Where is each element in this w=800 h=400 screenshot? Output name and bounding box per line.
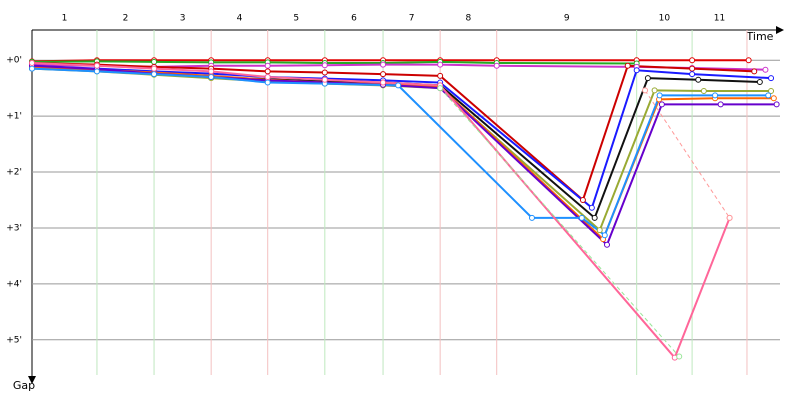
- point: [700, 87, 707, 94]
- point: [321, 62, 328, 69]
- y-tick-label: +0': [6, 56, 22, 66]
- point: [208, 73, 215, 80]
- point: [676, 353, 683, 360]
- point: [264, 79, 271, 86]
- point: [321, 69, 328, 76]
- point: [93, 62, 100, 69]
- point: [596, 227, 603, 234]
- lap-label: 10: [659, 14, 671, 24]
- series-line: [31, 61, 731, 360]
- lap-label: 8: [466, 14, 472, 24]
- point: [528, 214, 535, 221]
- lap-label: 4: [237, 14, 243, 24]
- point: [151, 65, 158, 72]
- point: [437, 72, 444, 79]
- y-axis-title: Gap: [13, 379, 35, 392]
- point: [151, 71, 158, 78]
- point: [712, 92, 719, 99]
- point: [437, 85, 444, 92]
- point: [644, 75, 651, 82]
- y-tick-label: +3': [6, 223, 22, 233]
- x-axis-title: Time: [746, 30, 774, 43]
- series-line: [31, 65, 760, 220]
- point: [689, 71, 696, 78]
- series-line: [644, 90, 731, 219]
- point: [695, 76, 702, 83]
- series-line: [31, 64, 772, 210]
- point: [773, 101, 780, 108]
- series-line: [31, 66, 774, 241]
- x-axis-arrow: [776, 26, 784, 34]
- point: [770, 95, 777, 102]
- lap-label: 11: [714, 14, 725, 24]
- point: [768, 87, 775, 94]
- point: [380, 79, 387, 86]
- lap-label: 2: [123, 14, 129, 24]
- point: [726, 214, 733, 221]
- y-tick-label: +5': [6, 335, 22, 345]
- point: [29, 65, 35, 72]
- point: [321, 76, 328, 83]
- lap-label: 3: [180, 14, 186, 24]
- point: [264, 68, 271, 75]
- lap-label: 5: [293, 14, 299, 24]
- lap-label: 9: [564, 14, 570, 24]
- point: [603, 241, 610, 248]
- y-tick-label: +4': [6, 279, 22, 289]
- point: [264, 73, 271, 80]
- point: [762, 66, 769, 73]
- point: [633, 67, 640, 74]
- point: [493, 62, 500, 69]
- series-line: [31, 60, 637, 65]
- point: [264, 62, 271, 69]
- lap-label: 7: [409, 14, 415, 24]
- point: [689, 65, 696, 72]
- point: [588, 204, 595, 211]
- y-tick-label: +2': [6, 168, 22, 178]
- point: [93, 68, 100, 75]
- point: [658, 101, 665, 108]
- point: [624, 62, 631, 69]
- point: [765, 92, 772, 99]
- point: [689, 57, 696, 64]
- point: [578, 214, 585, 221]
- point: [656, 92, 663, 99]
- point: [437, 61, 444, 68]
- point: [751, 68, 758, 75]
- point: [380, 71, 387, 78]
- point: [208, 68, 215, 75]
- lap-label: 6: [351, 14, 357, 24]
- point: [651, 87, 658, 94]
- y-axis-arrow: [28, 376, 36, 384]
- point: [745, 57, 752, 64]
- point: [591, 214, 598, 221]
- lap-label: 1: [62, 14, 68, 24]
- point: [642, 87, 649, 94]
- point: [768, 75, 775, 82]
- point: [29, 59, 35, 66]
- point: [601, 232, 608, 239]
- point: [579, 196, 586, 203]
- point: [717, 101, 724, 108]
- point: [151, 58, 158, 65]
- point: [395, 82, 402, 89]
- point: [756, 79, 763, 86]
- series-line: [31, 59, 749, 63]
- y-tick-label: +1': [6, 112, 22, 122]
- series-line: [439, 87, 680, 357]
- point: [380, 61, 387, 68]
